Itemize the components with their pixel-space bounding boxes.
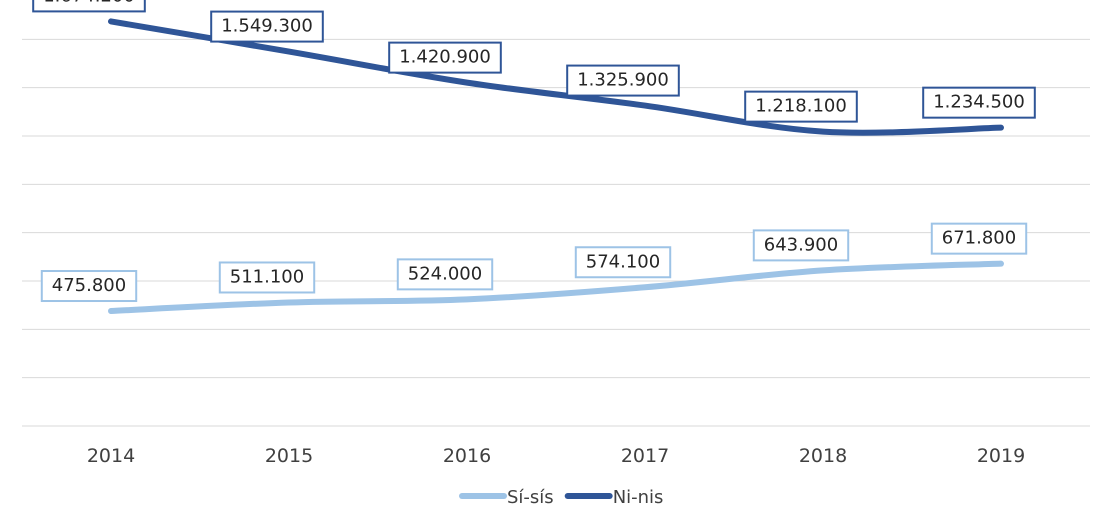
data-label-text: 511.100 [230, 266, 304, 287]
x-tick-label: 2019 [977, 445, 1025, 467]
data-label-text: 574.100 [586, 251, 660, 272]
x-tick-label: 2015 [265, 445, 313, 467]
data-label-box [566, 64, 680, 97]
data-label-text: 1.420.900 [399, 47, 491, 68]
data-label-box [922, 86, 1036, 119]
data-label: 475.800 [40, 270, 138, 303]
data-label-text: 1.325.900 [577, 70, 669, 91]
data-label-box [744, 90, 858, 123]
data-label-text: 1.234.500 [933, 92, 1025, 113]
data-label-text: 475.800 [52, 275, 126, 296]
x-tick-label: 2016 [443, 445, 491, 467]
x-axis: 2014 2015 2016 2017 2018 2019 [87, 445, 1025, 467]
x-tick-label: 2017 [621, 445, 669, 467]
data-label: 1.674.200 [32, 0, 146, 13]
data-label-box [752, 229, 850, 262]
series-lines [108, 18, 1004, 315]
data-label-text: 643.900 [764, 234, 838, 255]
data-label: 643.900 [752, 229, 850, 262]
legend-label: Ni-nis [613, 487, 664, 508]
data-label-box [388, 41, 502, 74]
series-line-ni-nis [108, 18, 1004, 136]
gridlines [22, 38, 1090, 427]
legend-item-si-sis: Sí-sís [459, 487, 554, 508]
data-label-box [574, 246, 672, 279]
legend: Sí-sís Ni-nis [459, 487, 664, 508]
data-label-text: 1.674.200 [43, 0, 135, 6]
data-label-box [218, 261, 316, 294]
data-label: 524.000 [396, 258, 494, 291]
data-label-box [930, 222, 1028, 255]
data-label-text: 671.800 [942, 228, 1016, 249]
x-tick-label: 2014 [87, 445, 135, 467]
data-label: 671.800 [930, 222, 1028, 255]
x-tick-label: 2018 [799, 445, 847, 467]
data-labels: 475.800 511.100 524.000 574.100 643.900 671.8… [32, 0, 1036, 303]
data-label-text: 524.000 [408, 263, 482, 284]
data-label: 1.234.500 [922, 86, 1036, 119]
data-label-box [396, 258, 494, 291]
legend-label: Sí-sís [507, 487, 554, 508]
data-label-box [40, 270, 138, 303]
data-label: 511.100 [218, 261, 316, 294]
legend-item-ni-nis: Ni-nis [564, 487, 664, 508]
data-label: 574.100 [574, 246, 672, 279]
data-label: 1.420.900 [388, 41, 502, 74]
series-line-si-sis [108, 260, 1004, 315]
data-label-box [32, 0, 146, 13]
data-label-box [210, 10, 324, 43]
data-label: 1.549.300 [210, 10, 324, 43]
data-label: 1.218.100 [744, 90, 858, 123]
data-label: 1.325.900 [566, 64, 680, 97]
data-label-text: 1.218.100 [755, 96, 847, 117]
data-label-text: 1.549.300 [221, 16, 313, 37]
